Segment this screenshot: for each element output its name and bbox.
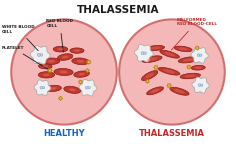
Ellipse shape: [40, 86, 43, 89]
Ellipse shape: [38, 64, 52, 69]
Text: PLATELET: PLATELET: [2, 46, 48, 69]
Polygon shape: [47, 68, 53, 73]
Ellipse shape: [164, 52, 175, 56]
Ellipse shape: [11, 19, 117, 125]
Ellipse shape: [74, 50, 80, 52]
Polygon shape: [167, 83, 172, 88]
Ellipse shape: [70, 48, 84, 53]
Ellipse shape: [141, 71, 158, 80]
Ellipse shape: [191, 65, 205, 70]
Ellipse shape: [180, 73, 200, 79]
Ellipse shape: [88, 87, 90, 89]
Polygon shape: [30, 46, 50, 64]
Ellipse shape: [54, 68, 73, 76]
Ellipse shape: [57, 48, 63, 50]
Ellipse shape: [147, 57, 158, 61]
Polygon shape: [86, 59, 91, 65]
Ellipse shape: [147, 46, 164, 51]
Ellipse shape: [144, 52, 146, 54]
Ellipse shape: [77, 60, 84, 63]
Ellipse shape: [42, 65, 48, 67]
Ellipse shape: [72, 58, 89, 65]
Ellipse shape: [145, 73, 154, 78]
Ellipse shape: [69, 88, 76, 91]
Ellipse shape: [47, 60, 55, 63]
Polygon shape: [192, 77, 209, 93]
Polygon shape: [195, 46, 200, 50]
Polygon shape: [153, 65, 159, 70]
Ellipse shape: [163, 69, 175, 73]
Polygon shape: [34, 80, 51, 95]
Ellipse shape: [170, 87, 189, 95]
Ellipse shape: [43, 74, 50, 76]
Ellipse shape: [147, 87, 164, 95]
Ellipse shape: [194, 66, 202, 69]
Ellipse shape: [142, 56, 162, 62]
Text: RED BLOOD
CELL: RED BLOOD CELL: [46, 19, 73, 52]
Ellipse shape: [174, 46, 192, 52]
Text: HEALTHY: HEALTHY: [43, 129, 85, 138]
Ellipse shape: [40, 54, 43, 56]
Ellipse shape: [119, 19, 225, 125]
Text: WHITE BLOOD
CELL: WHITE BLOOD CELL: [2, 25, 38, 51]
Ellipse shape: [158, 68, 180, 75]
Polygon shape: [186, 65, 191, 69]
Ellipse shape: [50, 87, 57, 90]
Ellipse shape: [160, 50, 179, 58]
Ellipse shape: [46, 85, 61, 91]
Ellipse shape: [198, 84, 201, 86]
Ellipse shape: [59, 71, 67, 73]
Text: THALASSEMIA: THALASSEMIA: [139, 129, 205, 138]
Ellipse shape: [183, 58, 194, 62]
Polygon shape: [79, 79, 97, 96]
Ellipse shape: [185, 74, 196, 77]
Ellipse shape: [197, 54, 200, 57]
Ellipse shape: [151, 47, 160, 50]
Ellipse shape: [178, 57, 198, 63]
Ellipse shape: [42, 58, 60, 65]
Ellipse shape: [42, 87, 45, 89]
Ellipse shape: [64, 86, 81, 93]
Ellipse shape: [200, 54, 202, 56]
Ellipse shape: [38, 72, 55, 78]
Polygon shape: [85, 68, 90, 73]
Ellipse shape: [150, 89, 160, 93]
Ellipse shape: [201, 84, 203, 86]
Polygon shape: [134, 44, 153, 62]
Polygon shape: [78, 80, 83, 84]
Ellipse shape: [74, 71, 89, 77]
Ellipse shape: [174, 89, 185, 93]
Polygon shape: [145, 79, 150, 84]
Polygon shape: [58, 96, 63, 101]
Text: THALASSEMIA: THALASSEMIA: [77, 5, 159, 15]
Polygon shape: [191, 47, 208, 63]
Ellipse shape: [85, 86, 88, 89]
Ellipse shape: [78, 73, 85, 75]
Ellipse shape: [141, 52, 144, 55]
Text: MALFORMED
RED BLOOD-CELL: MALFORMED RED BLOOD-CELL: [172, 18, 217, 50]
Ellipse shape: [58, 54, 73, 60]
Ellipse shape: [62, 56, 68, 58]
Ellipse shape: [178, 47, 188, 50]
Ellipse shape: [37, 53, 40, 56]
Ellipse shape: [53, 46, 68, 52]
